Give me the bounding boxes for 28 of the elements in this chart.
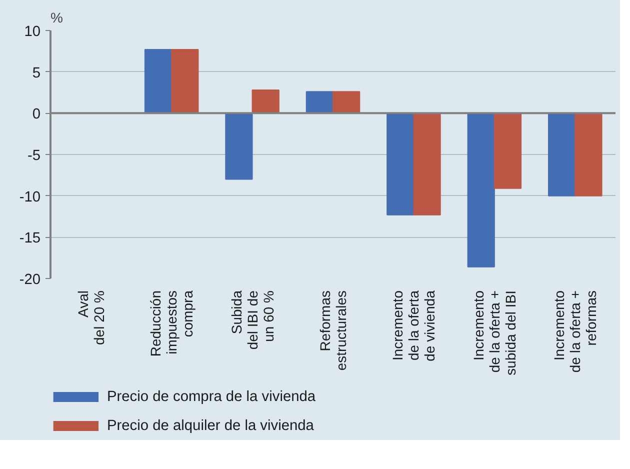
bar [144, 49, 172, 114]
x-tick-label: Reformas estructurales [317, 290, 349, 371]
y-tick-label: 0 [32, 106, 41, 123]
bar [548, 112, 576, 196]
x-tick-label: Incremento de la oferta + subida del IBI [470, 290, 518, 376]
y-tick-label: -15 [19, 230, 41, 247]
legend-label: Precio de alquiler de la vivienda [107, 418, 315, 434]
bar [386, 112, 414, 216]
y-tick-label: -10 [19, 189, 41, 206]
bar [467, 112, 495, 268]
bar [252, 90, 280, 114]
bar [413, 112, 441, 216]
x-tick-label: Reducción impuestos compra [148, 290, 196, 357]
x-tick-label: Incremento de la oferta + reformas [551, 290, 600, 373]
bar [332, 91, 360, 114]
bar [494, 112, 522, 189]
y-tick-label: 10 [24, 24, 41, 40]
x-tick-label: Aval del 20 % [74, 290, 107, 345]
y-tick-label: -20 [19, 272, 41, 288]
y-axis-title: % [50, 10, 63, 26]
bar [574, 112, 602, 196]
legend-label: Precio de compra de la vivienda [107, 389, 316, 405]
y-tick-label: 5 [32, 65, 41, 82]
bar [171, 49, 199, 114]
bar [306, 91, 334, 114]
x-tick-label: Incremento de la oferta de vivienda [390, 290, 438, 362]
y-tick-label: -5 [27, 148, 41, 164]
bar [225, 112, 253, 180]
